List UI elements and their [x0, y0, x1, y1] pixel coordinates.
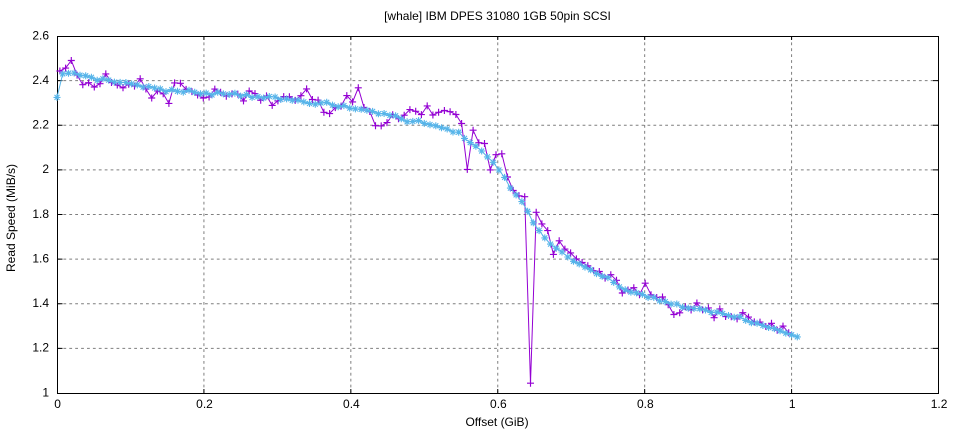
svg-text:1.2: 1.2 — [32, 341, 49, 355]
svg-text:2.4: 2.4 — [32, 73, 49, 87]
svg-text:0.2: 0.2 — [196, 397, 213, 411]
svg-text:1.8: 1.8 — [32, 207, 49, 221]
svg-text:0: 0 — [54, 397, 61, 411]
svg-text:0.8: 0.8 — [637, 397, 654, 411]
svg-text:0.4: 0.4 — [343, 397, 360, 411]
svg-text:0.6: 0.6 — [490, 397, 507, 411]
svg-text:2.6: 2.6 — [32, 28, 49, 42]
svg-text:1.2: 1.2 — [931, 397, 948, 411]
svg-text:1.4: 1.4 — [32, 296, 49, 310]
svg-text:1.6: 1.6 — [32, 251, 49, 265]
svg-text:[whale] IBM DPES 31080 1GB 50p: [whale] IBM DPES 31080 1GB 50pin SCSI — [384, 9, 611, 23]
svg-text:2: 2 — [42, 162, 49, 176]
svg-text:1: 1 — [789, 397, 796, 411]
svg-text:Offset (GiB): Offset (GiB) — [465, 415, 528, 429]
svg-text:2.2: 2.2 — [32, 118, 49, 132]
svg-text:Read Speed (MiB/s): Read Speed (MiB/s) — [4, 164, 18, 272]
svg-text:1: 1 — [42, 385, 49, 399]
